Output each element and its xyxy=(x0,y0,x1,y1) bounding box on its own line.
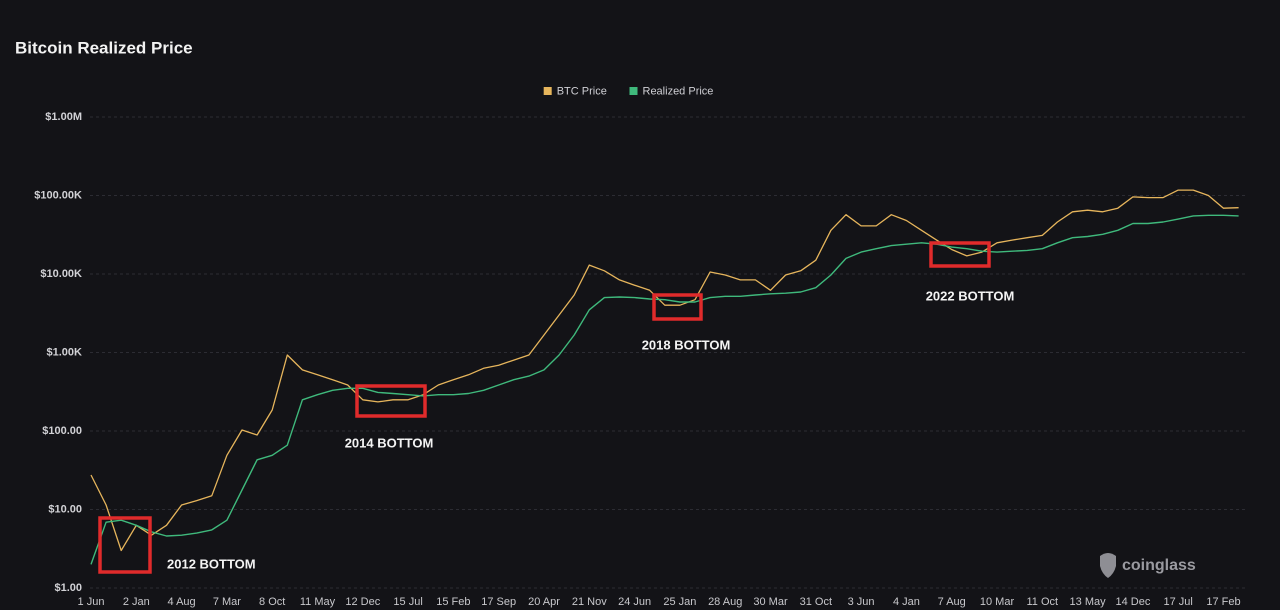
x-tick-label: 17 Sep xyxy=(481,596,516,608)
annotation-text: 2022 BOTTOM xyxy=(926,288,1015,303)
x-tick-label: 7 Aug xyxy=(938,596,966,608)
x-tick-label: 30 Mar xyxy=(753,596,788,608)
x-tick-label: 28 Aug xyxy=(708,596,742,608)
x-tick-label: 20 Apr xyxy=(528,596,560,608)
x-tick-label: 14 Dec xyxy=(1115,596,1150,608)
x-tick-label: 21 Nov xyxy=(572,596,607,608)
x-tick-label: 15 Jul xyxy=(393,596,422,608)
x-tick-label: 7 Mar xyxy=(213,596,241,608)
x-tick-label: 11 May xyxy=(300,596,336,608)
watermark-icon xyxy=(1100,553,1116,578)
x-tick-label: 17 Jul xyxy=(1164,596,1193,608)
x-tick-label: 4 Aug xyxy=(168,596,196,608)
y-tick-label: $100.00K xyxy=(34,189,82,201)
legend-swatch xyxy=(629,87,638,95)
series-line xyxy=(90,214,1239,565)
y-tick-label: $1.00 xyxy=(54,582,82,594)
x-tick-label: 8 Oct xyxy=(259,596,285,608)
annotation-box xyxy=(98,516,152,574)
x-tick-label: 13 May xyxy=(1070,596,1107,608)
y-tick-label: $1.00K xyxy=(47,346,83,358)
x-tick-label: 1 Jun xyxy=(78,596,105,608)
x-tick-label: 2 Jan xyxy=(123,596,150,608)
legend-label: Realized Price xyxy=(643,85,714,97)
legend-swatch xyxy=(543,87,552,95)
annotation-box xyxy=(355,384,427,418)
x-tick-label: 24 Jun xyxy=(618,596,651,608)
x-tick-label: 15 Feb xyxy=(436,596,470,608)
x-tick-label: 10 Mar xyxy=(980,596,1015,608)
y-tick-label: $100.00 xyxy=(42,425,82,437)
annotation-text: 2014 BOTTOM xyxy=(345,435,434,450)
x-tick-label: 3 Jun xyxy=(848,596,875,608)
annotation-text: 2018 BOTTOM xyxy=(642,337,731,352)
x-tick-label: 4 Jan xyxy=(893,596,920,608)
watermark: coinglass xyxy=(1122,557,1196,574)
y-tick-label: $1.00M xyxy=(45,111,82,123)
annotation-box xyxy=(652,293,703,321)
annotation-box xyxy=(929,241,991,268)
x-tick-label: 12 Dec xyxy=(345,596,380,608)
x-tick-label: 25 Jan xyxy=(663,596,696,608)
x-tick-label: 17 Feb xyxy=(1206,596,1240,608)
y-tick-label: $10.00 xyxy=(48,503,82,515)
legend-label: BTC Price xyxy=(557,85,607,97)
annotation-text: 2012 BOTTOM xyxy=(167,556,256,571)
series-line xyxy=(90,189,1239,552)
chart-title: Bitcoin Realized Price xyxy=(15,38,193,57)
x-tick-label: 11 Oct xyxy=(1027,596,1059,608)
x-tick-label: 31 Oct xyxy=(800,596,832,608)
y-tick-label: $10.00K xyxy=(40,268,82,280)
